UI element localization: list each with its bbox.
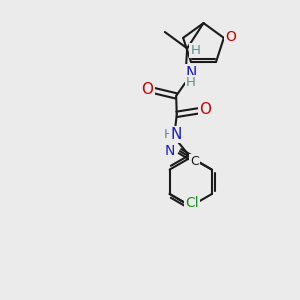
Text: O: O — [200, 102, 211, 117]
Text: Cl: Cl — [185, 196, 199, 210]
Text: N: N — [164, 144, 175, 158]
Text: O: O — [225, 30, 236, 44]
Text: N: N — [185, 65, 197, 80]
Text: C: C — [190, 155, 199, 168]
Text: H: H — [164, 128, 173, 141]
Text: H: H — [190, 44, 200, 57]
Text: H: H — [186, 76, 196, 89]
Text: O: O — [141, 82, 153, 97]
Text: N: N — [170, 127, 182, 142]
